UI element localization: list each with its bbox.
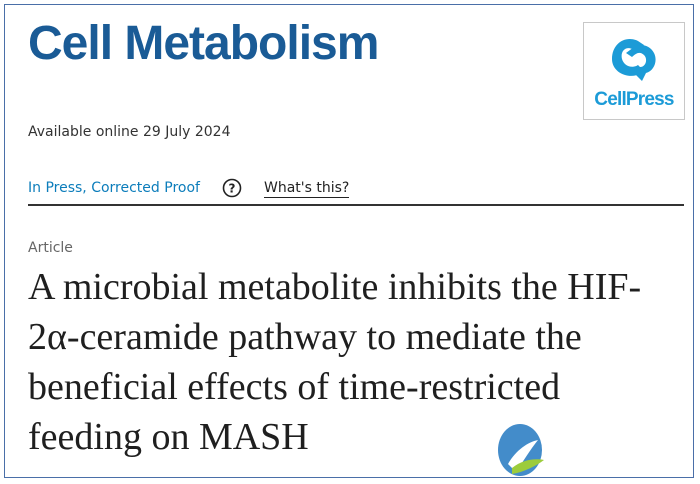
article-type: Article [28,240,73,256]
in-press-link[interactable]: In Press, Corrected Proof [28,180,200,196]
article-title: A microbial metabolite inhibits the HIF-… [28,266,642,458]
status-row: In Press, Corrected Proof ? What's this? [28,178,684,206]
question-circle-icon[interactable]: ? [222,178,242,198]
cellpress-logo[interactable]: CellPress [583,22,685,120]
svg-text:?: ? [229,182,236,196]
page-frame [4,4,694,478]
whats-this-link[interactable]: What's this? [264,180,350,198]
cellpress-logo-text: CellPress [594,89,674,110]
journal-title[interactable]: Cell Metabolism [28,17,379,70]
availability-date: Available online 29 July 2024 [28,124,231,140]
cellpress-mark-icon [612,39,656,81]
watermark-logo-icon [498,424,608,476]
